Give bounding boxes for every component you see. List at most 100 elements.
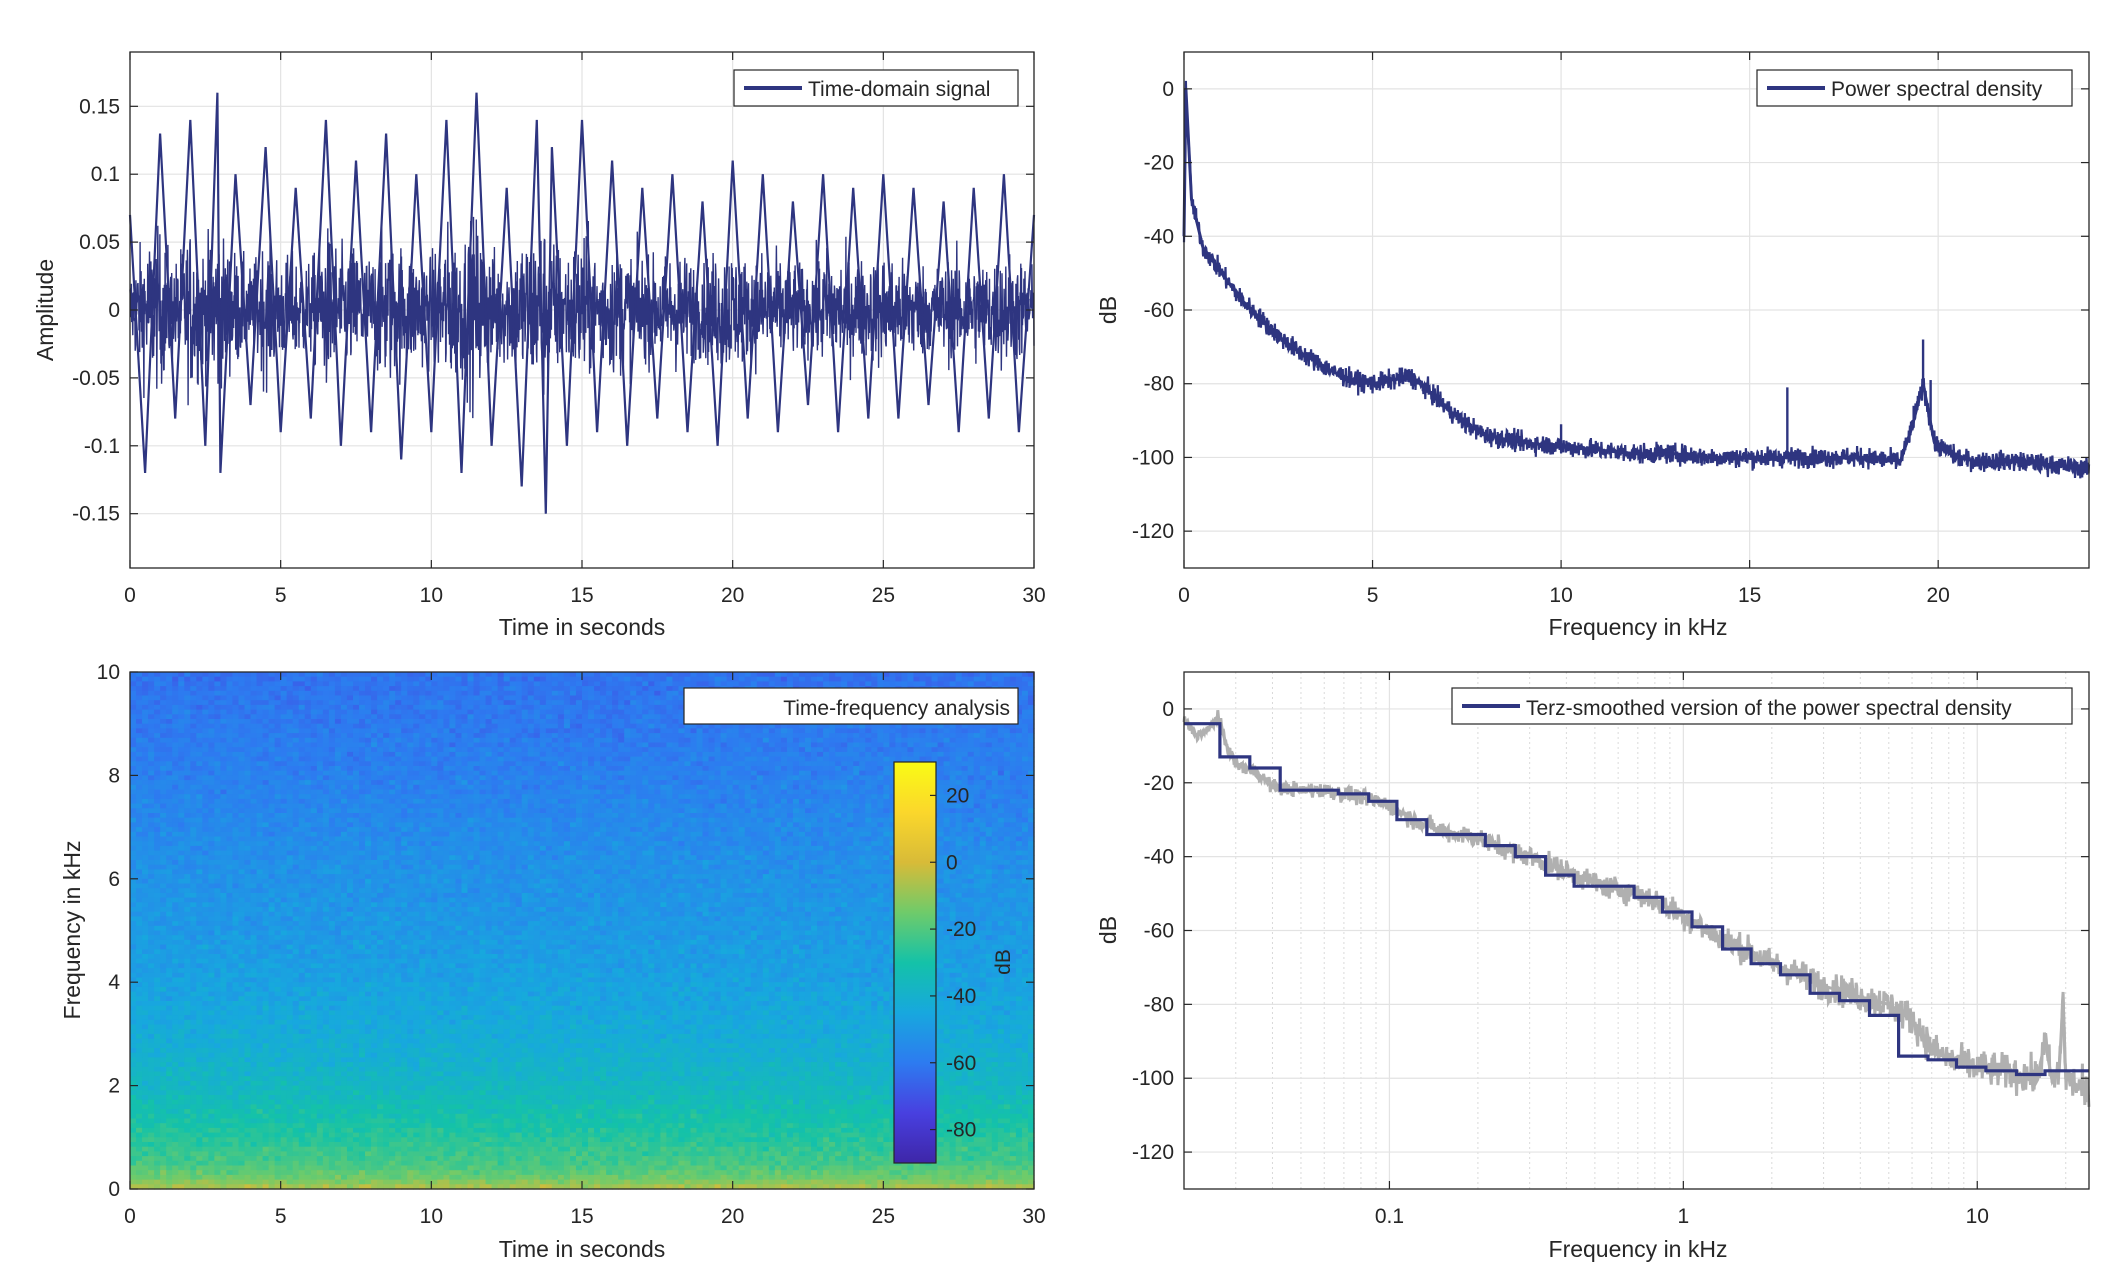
spectrogram-cell — [949, 728, 957, 734]
spectrogram-cell — [582, 714, 589, 720]
spectrogram-cell — [238, 784, 246, 791]
time-signal-xlabel: Time in seconds — [499, 614, 666, 640]
spectrogram-cell — [256, 808, 264, 814]
x-tick-label: 0 — [1178, 584, 1190, 607]
spectrogram-cell — [328, 728, 336, 734]
spectrogram-cell — [557, 747, 565, 753]
spectrogram-cell — [648, 719, 655, 725]
spectrogram-cell — [642, 798, 649, 805]
spectrogram-cell — [961, 780, 969, 786]
spectrogram-cell — [961, 728, 969, 734]
spectrogram-cell — [190, 822, 197, 828]
spectrogram-cell — [696, 728, 704, 734]
spectrogram-cell — [298, 803, 306, 809]
spectrogram-cell — [208, 766, 215, 772]
spectrogram-cell — [485, 817, 493, 823]
spectrogram-cell — [377, 756, 384, 762]
spectrogram-cell — [575, 723, 583, 729]
spectrogram-cell — [630, 803, 637, 809]
spectrogram-cell — [618, 770, 625, 776]
spectrogram-cell — [588, 672, 595, 678]
spectrogram-cell — [533, 756, 541, 762]
spectrogram-cell — [346, 766, 354, 772]
spectrogram-cell — [304, 700, 312, 706]
spectrogram-cell — [1009, 803, 1017, 809]
spectrogram-cell — [413, 733, 420, 739]
spectrogram-cell — [437, 751, 444, 758]
spectrogram-cell — [232, 756, 240, 762]
spectrogram-cell — [395, 756, 402, 762]
spectrogram-cell — [491, 695, 499, 701]
spectrogram-cell — [744, 737, 752, 744]
spectrogram-cell — [985, 784, 993, 791]
spectrogram-cell — [431, 766, 438, 772]
spectrogram-cell — [184, 686, 191, 692]
spectrogram-cell — [196, 733, 203, 739]
spectrogram-cell — [841, 784, 848, 791]
spectrogram-cell — [883, 723, 890, 729]
spectrogram-cell — [551, 700, 559, 706]
spectrogram-cell — [178, 808, 185, 814]
spectrogram-cell — [268, 822, 276, 828]
spectrogram-cell — [545, 704, 553, 711]
spectrogram-cell — [955, 817, 963, 823]
spectrogram-cell — [304, 803, 312, 809]
spectrogram-cell — [202, 704, 209, 711]
spectrogram-cell — [575, 789, 583, 795]
spectrogram-cell — [238, 714, 246, 720]
spectrogram-cell — [714, 676, 722, 682]
spectrogram-cell — [774, 803, 782, 809]
spectrogram-cell — [817, 751, 824, 758]
spectrogram-cell — [925, 747, 933, 753]
spectrogram-cell — [624, 780, 631, 786]
spectrogram-cell — [883, 733, 890, 739]
spectrogram-cell — [702, 723, 710, 729]
spectrogram-cell — [594, 700, 601, 706]
spectrogram-cell — [997, 784, 1005, 791]
spectrogram-cell — [473, 813, 481, 819]
spectrogram-cell — [334, 756, 342, 762]
spectrogram-cell — [931, 747, 939, 753]
spectrogram-cell — [238, 822, 246, 828]
spectrogram-cell — [292, 770, 300, 776]
spectrogram-cell — [563, 723, 571, 729]
spectrogram-cell — [280, 672, 288, 678]
spectrogram-cell — [178, 756, 185, 762]
spectrogram-cell — [829, 728, 836, 734]
spectrogram-cell — [612, 742, 619, 748]
spectrogram-cell — [334, 784, 342, 791]
spectrogram-cell — [563, 794, 571, 800]
spectrogram-cell — [365, 775, 372, 781]
spectrogram-cell — [515, 803, 523, 809]
spectrogram-cell — [322, 681, 330, 687]
spectrogram-cell — [389, 709, 396, 715]
spectrogram-cell — [238, 737, 246, 744]
spectrogram-cell — [154, 723, 161, 729]
spectrogram-cell — [431, 794, 438, 800]
spectrogram-cell — [395, 723, 402, 729]
spectrogram-cell — [780, 747, 788, 753]
spectrogram-cell — [533, 686, 541, 692]
spectrogram-cell — [696, 723, 704, 729]
spectrogram-cell — [997, 798, 1005, 805]
spectrogram-cell — [883, 808, 890, 814]
spectrogram-cell — [449, 761, 457, 767]
spectrogram-cell — [467, 719, 475, 725]
spectrogram-cell — [389, 766, 396, 772]
spectrogram-cell — [919, 742, 927, 748]
spectrogram-cell — [214, 808, 221, 814]
spectrogram-cell — [437, 737, 444, 744]
spectrogram-cell — [256, 700, 264, 706]
spectrogram-cell — [835, 672, 842, 678]
spectrogram-cell — [232, 714, 240, 720]
spectrogram-cell — [618, 695, 625, 701]
spectrogram-cell — [973, 766, 981, 772]
spectrogram-cell — [509, 789, 517, 795]
spectrogram-cell — [792, 784, 800, 791]
spectrogram-cell — [334, 770, 342, 776]
spectrogram-cell — [955, 784, 963, 791]
spectrogram-cell — [256, 737, 264, 744]
spectrogram-cell — [485, 770, 493, 776]
spectrogram-cell — [473, 775, 481, 781]
spectrogram-cell — [172, 704, 179, 711]
